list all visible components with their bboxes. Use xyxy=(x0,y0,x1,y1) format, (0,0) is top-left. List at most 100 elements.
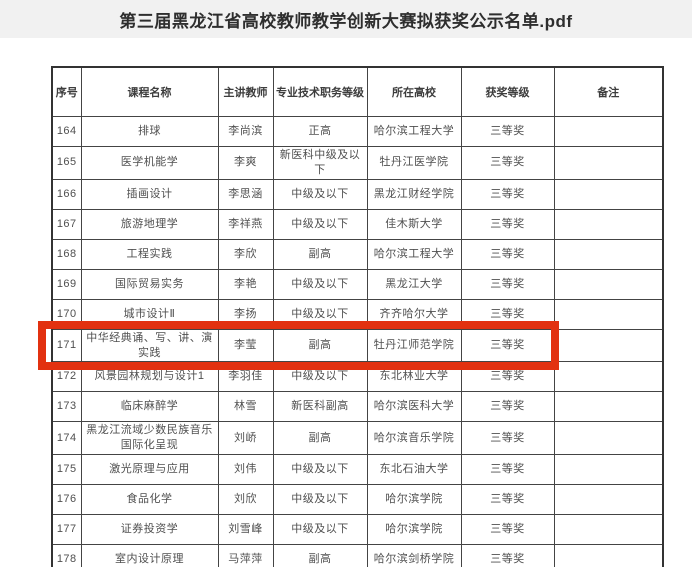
table-row: 171 中华经典诵、写、讲、演实践 李莹 副高 牡丹江师范学院 三等奖 xyxy=(51,328,664,363)
cell-teacher: 李祥燕 xyxy=(217,208,274,240)
cell-rank: 中级及以下 xyxy=(272,268,368,300)
cell-note xyxy=(553,238,664,270)
cell-teacher: 李爽 xyxy=(217,146,274,180)
cell-teacher: 李思涵 xyxy=(217,178,274,210)
cell-note xyxy=(553,514,664,546)
cell-no: 170 xyxy=(51,298,82,330)
page-title: 第三届黑龙江省高校教师教学创新大赛拟获奖公示名单.pdf xyxy=(119,11,573,31)
cell-university: 牡丹江医学院 xyxy=(366,146,462,180)
cell-course: 风景园林规划与设计1 xyxy=(80,361,219,393)
table-header-row: 序号 课程名称 主讲教师 专业技术职务等级 所在高校 获奖等级 备注 xyxy=(51,66,664,117)
cell-note xyxy=(553,544,664,567)
cell-university: 东北林业大学 xyxy=(366,361,462,393)
cell-award: 三等奖 xyxy=(460,328,555,363)
cell-award: 三等奖 xyxy=(460,208,555,240)
cell-award: 三等奖 xyxy=(460,514,555,546)
table-row: 166 插画设计 李思涵 中级及以下 黑龙江财经学院 三等奖 xyxy=(51,178,664,210)
cell-course: 临床麻醉学 xyxy=(80,391,219,423)
cell-university: 哈尔滨工程大学 xyxy=(366,116,462,147)
table-row: 173 临床麻醉学 林雪 新医科副高 哈尔滨医科大学 三等奖 xyxy=(51,391,664,423)
cell-teacher: 刘伟 xyxy=(217,454,274,486)
cell-course: 工程实践 xyxy=(80,238,219,270)
cell-rank: 新医科中级及以下 xyxy=(272,146,368,180)
cell-university: 哈尔滨剑桥学院 xyxy=(366,544,462,567)
cell-rank: 副高 xyxy=(272,421,368,456)
cell-rank: 新医科副高 xyxy=(272,391,368,423)
cell-course: 黑龙江流域少数民族音乐国际化呈现 xyxy=(80,421,219,456)
cell-university: 哈尔滨学院 xyxy=(366,484,462,516)
cell-award: 三等奖 xyxy=(460,361,555,393)
column-header: 获奖等级 xyxy=(460,66,555,117)
award-table: 序号 课程名称 主讲教师 专业技术职务等级 所在高校 获奖等级 备注 164 排球 李尚滨 正高哈… xyxy=(51,66,664,567)
table-row: 172 风景园林规划与设计1 李羽佳 中级及以下 东北林业大学 三等奖 xyxy=(51,361,664,393)
table-container: 序号 课程名称 主讲教师 专业技术职务等级 所在高校 获奖等级 备注 164 排球 李尚滨 正高哈… xyxy=(38,66,664,567)
cell-teacher: 李羽佳 xyxy=(217,361,274,393)
cell-rank: 副高 xyxy=(272,238,368,270)
cell-note xyxy=(553,421,664,456)
cell-teacher: 刘欣 xyxy=(217,484,274,516)
cell-teacher: 马萍萍 xyxy=(217,544,274,567)
cell-course: 中华经典诵、写、讲、演实践 xyxy=(80,328,219,363)
cell-award: 三等奖 xyxy=(460,484,555,516)
cell-award: 三等奖 xyxy=(460,454,555,486)
cell-no: 169 xyxy=(51,268,82,300)
column-header: 所在高校 xyxy=(366,66,462,117)
cell-note xyxy=(553,328,664,363)
cell-teacher: 李欣 xyxy=(217,238,274,270)
cell-teacher: 李尚滨 xyxy=(217,116,274,147)
cell-university: 哈尔滨音乐学院 xyxy=(366,421,462,456)
cell-award: 三等奖 xyxy=(460,238,555,270)
cell-course: 医学机能学 xyxy=(80,146,219,180)
table-row: 178 室内设计原理 马萍萍 副高 哈尔滨剑桥学院 三等奖 xyxy=(51,544,664,567)
cell-award: 三等奖 xyxy=(460,146,555,180)
cell-note xyxy=(553,178,664,210)
cell-note xyxy=(553,116,664,147)
cell-rank: 中级及以下 xyxy=(272,361,368,393)
cell-rank: 副高 xyxy=(272,328,368,363)
cell-no: 166 xyxy=(51,178,82,210)
cell-no: 174 xyxy=(51,421,82,456)
cell-course: 食品化学 xyxy=(80,484,219,516)
cell-no: 168 xyxy=(51,238,82,270)
column-header: 主讲教师 xyxy=(217,66,274,117)
cell-teacher: 李扬 xyxy=(217,298,274,330)
cell-university: 东北石油大学 xyxy=(366,454,462,486)
pdf-page: 序号 课程名称 主讲教师 专业技术职务等级 所在高校 获奖等级 备注 164 排球 李尚滨 正高哈… xyxy=(0,66,692,567)
cell-course: 旅游地理学 xyxy=(80,208,219,240)
cell-no: 176 xyxy=(51,484,82,516)
column-header: 备注 xyxy=(553,66,664,117)
table-row: 165 医学机能学 李爽 新医科中级及以下 牡丹江医学院 三等奖 xyxy=(51,146,664,180)
cell-no: 175 xyxy=(51,454,82,486)
cell-teacher: 刘雪峰 xyxy=(217,514,274,546)
cell-note xyxy=(553,361,664,393)
table-row: 175 激光原理与应用 刘伟 中级及以下 东北石油大学 三等奖 xyxy=(51,454,664,486)
cell-award: 三等奖 xyxy=(460,298,555,330)
cell-course: 排球 xyxy=(80,116,219,147)
cell-course: 室内设计原理 xyxy=(80,544,219,567)
table-row: 167 旅游地理学 李祥燕 中级及以下 佳木斯大学 三等奖 xyxy=(51,208,664,240)
cell-award: 三等奖 xyxy=(460,178,555,210)
cell-rank: 中级及以下 xyxy=(272,298,368,330)
cell-rank: 中级及以下 xyxy=(272,178,368,210)
table-row: 164 排球 李尚滨 正高 哈尔滨工程大学 三等奖 xyxy=(51,116,664,147)
cell-award: 三等奖 xyxy=(460,544,555,567)
column-header: 课程名称 xyxy=(80,66,219,117)
cell-university: 黑龙江大学 xyxy=(366,268,462,300)
document-titlebar: 第三届黑龙江省高校教师教学创新大赛拟获奖公示名单.pdf xyxy=(0,0,692,38)
cell-university: 哈尔滨工程大学 xyxy=(366,238,462,270)
cell-no: 167 xyxy=(51,208,82,240)
cell-award: 三等奖 xyxy=(460,391,555,423)
table-row: 169 国际贸易实务 李艳 中级及以下 黑龙江大学 三等奖 xyxy=(51,268,664,300)
cell-rank: 中级及以下 xyxy=(272,484,368,516)
cell-note xyxy=(553,298,664,330)
cell-no: 165 xyxy=(51,146,82,180)
cell-rank: 中级及以下 xyxy=(272,454,368,486)
cell-award: 三等奖 xyxy=(460,421,555,456)
cell-no: 164 xyxy=(51,116,82,147)
cell-no: 172 xyxy=(51,361,82,393)
cell-course: 激光原理与应用 xyxy=(80,454,219,486)
cell-note xyxy=(553,268,664,300)
table-row: 168 工程实践 李欣 副高 哈尔滨工程大学 三等奖 xyxy=(51,238,664,270)
cell-note xyxy=(553,454,664,486)
cell-course: 证券投资学 xyxy=(80,514,219,546)
